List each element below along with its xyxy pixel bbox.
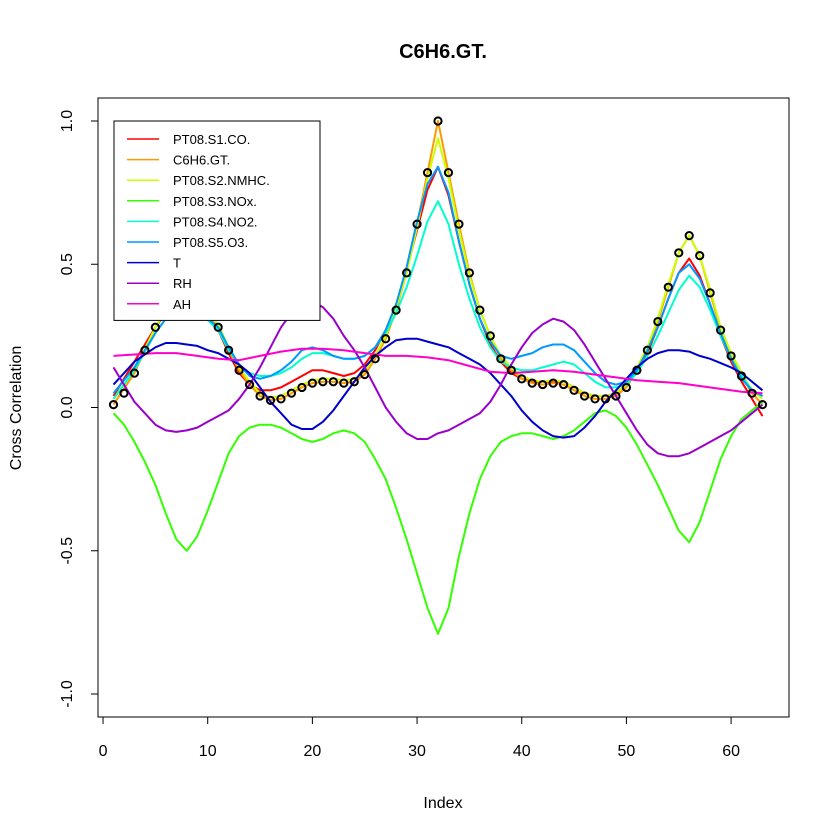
data-point xyxy=(140,345,150,355)
data-point xyxy=(307,378,317,388)
data-point xyxy=(684,231,694,241)
data-point xyxy=(224,345,234,355)
series-line-t xyxy=(112,337,764,439)
data-point xyxy=(611,391,621,401)
data-point xyxy=(297,382,307,393)
data-point xyxy=(506,365,516,375)
chart-title: C6H6.GT. xyxy=(399,41,487,63)
legend: PT08.S1.CO. C6H6.GT. PT08.S2.NMHC. PT08.S3.… xyxy=(113,120,321,321)
legend-label: PT08.S1.CO. xyxy=(173,132,250,147)
y-tick-label: 1.0 xyxy=(59,110,76,132)
legend-label: PT08.S3.NOx. xyxy=(173,194,257,209)
data-point xyxy=(559,379,569,390)
data-point xyxy=(757,400,768,410)
x-tick-label: 10 xyxy=(199,743,217,760)
series-line-pt08-s5-o3 xyxy=(112,165,763,397)
series-line-ah xyxy=(113,347,763,395)
data-point xyxy=(485,331,495,341)
data-point xyxy=(517,374,527,384)
data-point xyxy=(391,305,401,315)
points-layer xyxy=(108,116,768,410)
data-point xyxy=(705,288,715,298)
y-tick-label: 0.5 xyxy=(59,253,76,275)
legend-label: C6H6.GT. xyxy=(173,153,230,168)
x-tick-label: 50 xyxy=(618,743,636,760)
data-point xyxy=(475,305,485,315)
data-point xyxy=(496,354,506,364)
legend-label: AH xyxy=(173,297,191,312)
legend-label: PT08.S2.NMHC. xyxy=(173,173,270,188)
data-point xyxy=(318,377,328,387)
series-line-pt08-s2-nmhc xyxy=(112,137,764,400)
data-point xyxy=(339,378,349,388)
data-point xyxy=(674,248,684,258)
data-point xyxy=(464,268,475,278)
data-point xyxy=(621,382,632,393)
x-tick-label: 20 xyxy=(303,743,321,760)
data-point xyxy=(255,391,265,401)
y-tick-label: -1.0 xyxy=(59,680,76,708)
data-point xyxy=(412,219,422,229)
x-tick-label: 40 xyxy=(513,743,531,760)
legend-label: PT08.S4.NO2. xyxy=(173,214,258,229)
data-point xyxy=(234,365,244,375)
data-point xyxy=(548,378,558,388)
data-point xyxy=(443,167,454,178)
data-point xyxy=(370,354,380,364)
legend-label: T xyxy=(173,256,181,271)
y-axis-label: Cross Correlation xyxy=(8,346,25,470)
y-axis: -1.0 -0.5 0.0 0.5 1.0 xyxy=(59,110,99,708)
data-point xyxy=(726,351,736,361)
x-tick-label: 30 xyxy=(408,743,426,760)
data-point xyxy=(579,391,590,401)
data-point xyxy=(349,377,359,387)
data-point xyxy=(401,268,412,278)
x-axis: 0 10 20 30 40 50 60 xyxy=(99,716,740,760)
data-point xyxy=(433,116,443,126)
x-tick-label: 60 xyxy=(722,743,740,760)
data-point xyxy=(119,388,129,398)
data-point xyxy=(381,334,391,344)
data-point xyxy=(716,325,726,335)
data-point xyxy=(328,377,338,387)
data-point xyxy=(265,395,276,405)
data-point xyxy=(600,394,611,404)
data-point xyxy=(276,394,286,404)
series-line-pt08-s3-nox xyxy=(112,401,764,635)
data-point xyxy=(695,251,705,261)
legend-label: RH xyxy=(173,276,192,291)
y-tick-label: 0.0 xyxy=(59,396,76,418)
data-point xyxy=(747,388,757,398)
data-point xyxy=(642,345,652,355)
data-point xyxy=(527,378,537,388)
data-point xyxy=(150,322,160,332)
data-point xyxy=(244,379,255,390)
data-point xyxy=(422,167,433,178)
legend-label: PT08.S5.O3. xyxy=(173,235,248,250)
data-point xyxy=(360,369,370,380)
data-point xyxy=(108,400,119,410)
x-axis-label: Index xyxy=(423,795,462,812)
data-point xyxy=(632,365,642,375)
data-point xyxy=(569,385,579,395)
data-point xyxy=(663,282,673,292)
data-point xyxy=(736,371,747,381)
data-point xyxy=(286,388,297,398)
data-point xyxy=(454,219,464,229)
data-point xyxy=(590,394,600,404)
data-point xyxy=(129,368,140,378)
x-tick-label: 0 xyxy=(99,743,108,760)
data-point xyxy=(213,322,223,332)
y-tick-label: -0.5 xyxy=(59,537,76,565)
series-line-rh xyxy=(112,300,764,458)
data-point xyxy=(653,316,663,327)
data-point xyxy=(538,379,548,390)
